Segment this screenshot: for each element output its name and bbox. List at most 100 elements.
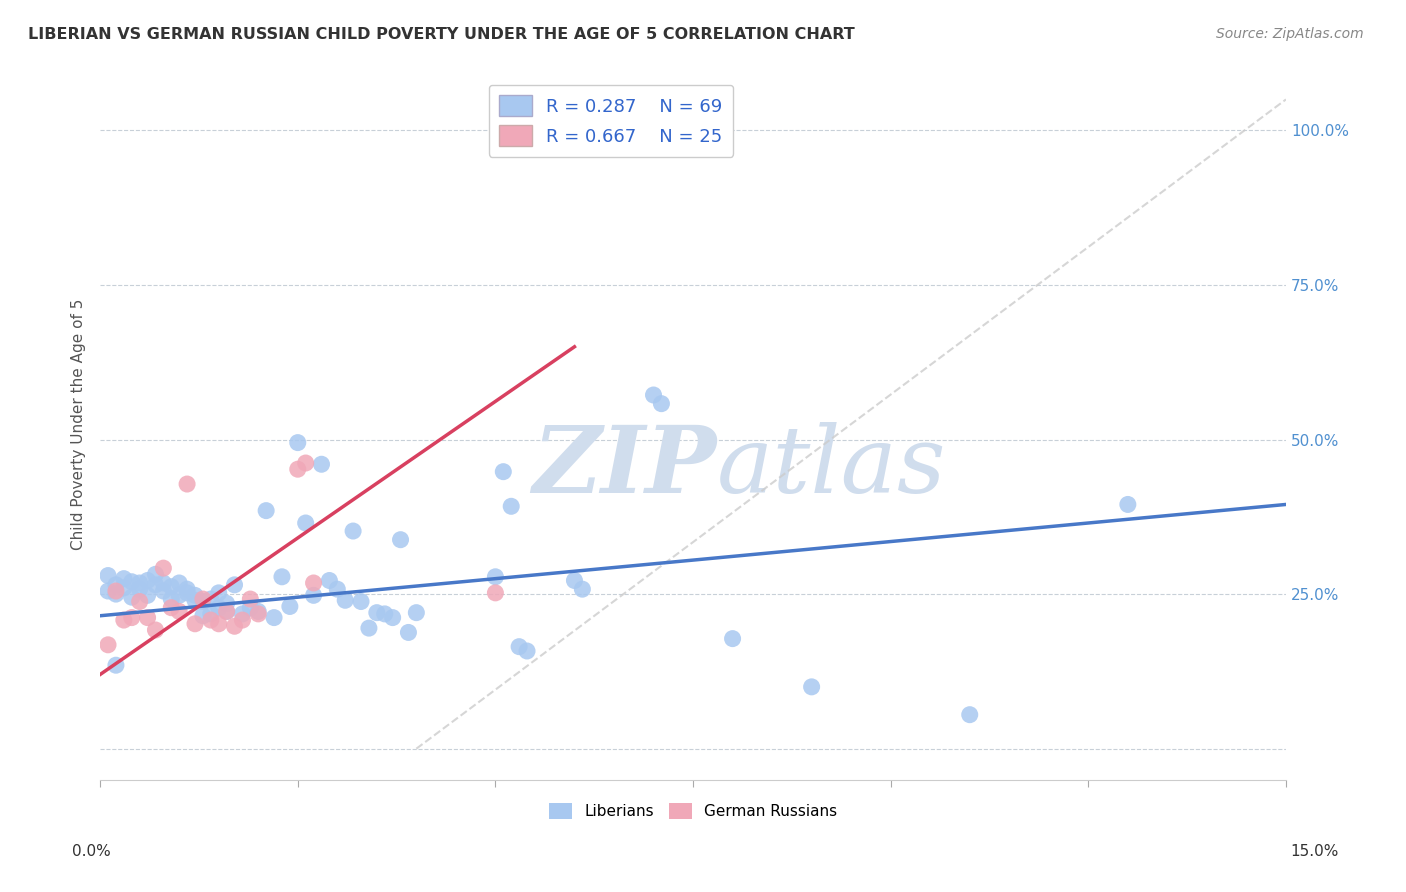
- Point: [191, 592, 214, 607]
- Point: [389, 533, 412, 547]
- Point: [254, 503, 277, 517]
- Text: LIBERIAN VS GERMAN RUSSIAN CHILD POVERTY UNDER THE AGE OF 5 CORRELATION CHART: LIBERIAN VS GERMAN RUSSIAN CHILD POVERTY…: [28, 27, 855, 42]
- Point: [104, 584, 127, 599]
- Point: [501, 500, 523, 514]
- Point: [176, 477, 198, 491]
- Point: [271, 570, 294, 584]
- Point: [311, 457, 333, 471]
- Point: [97, 568, 120, 582]
- Point: [215, 596, 238, 610]
- Point: [398, 625, 420, 640]
- Point: [523, 123, 546, 137]
- Point: [350, 594, 373, 608]
- Point: [191, 608, 214, 623]
- Y-axis label: Child Poverty Under the Age of 5: Child Poverty Under the Age of 5: [72, 299, 86, 549]
- Point: [191, 594, 214, 608]
- Point: [366, 606, 388, 620]
- Point: [643, 388, 665, 402]
- Point: [294, 516, 316, 530]
- Point: [121, 574, 143, 589]
- Point: [121, 591, 143, 605]
- Point: [145, 567, 167, 582]
- Point: [152, 584, 174, 599]
- Point: [121, 610, 143, 624]
- Point: [381, 610, 404, 624]
- Point: [128, 594, 150, 608]
- Point: [145, 623, 167, 637]
- Point: [104, 658, 127, 673]
- Point: [215, 604, 238, 618]
- Point: [342, 524, 364, 538]
- Point: [200, 613, 222, 627]
- Point: [374, 607, 396, 621]
- Point: [167, 576, 190, 591]
- Point: [112, 581, 135, 595]
- Point: [200, 607, 222, 621]
- Point: [1116, 498, 1139, 512]
- Point: [405, 606, 427, 620]
- Point: [160, 592, 183, 607]
- Point: [231, 613, 253, 627]
- Point: [357, 621, 380, 635]
- Point: [184, 588, 207, 602]
- Point: [104, 578, 127, 592]
- Point: [318, 574, 340, 588]
- Point: [650, 397, 672, 411]
- Point: [208, 586, 231, 600]
- Point: [136, 574, 159, 588]
- Legend: Liberians, German Russians: Liberians, German Russians: [543, 797, 844, 825]
- Point: [278, 599, 301, 614]
- Point: [176, 586, 198, 600]
- Point: [167, 588, 190, 602]
- Text: Source: ZipAtlas.com: Source: ZipAtlas.com: [1216, 27, 1364, 41]
- Point: [136, 610, 159, 624]
- Point: [224, 619, 246, 633]
- Point: [326, 582, 349, 596]
- Point: [508, 640, 530, 654]
- Point: [721, 632, 744, 646]
- Point: [97, 638, 120, 652]
- Point: [184, 593, 207, 607]
- Point: [152, 561, 174, 575]
- Point: [128, 576, 150, 591]
- Point: [112, 613, 135, 627]
- Point: [302, 576, 325, 591]
- Point: [302, 588, 325, 602]
- Point: [167, 604, 190, 618]
- Point: [208, 616, 231, 631]
- Point: [215, 604, 238, 618]
- Point: [97, 584, 120, 599]
- Point: [484, 586, 506, 600]
- Point: [184, 616, 207, 631]
- Point: [263, 610, 285, 624]
- Point: [231, 607, 253, 621]
- Point: [287, 435, 309, 450]
- Point: [516, 644, 538, 658]
- Point: [104, 587, 127, 601]
- Point: [160, 580, 183, 594]
- Point: [152, 576, 174, 591]
- Point: [571, 582, 593, 596]
- Text: ZIP: ZIP: [533, 422, 717, 512]
- Point: [247, 604, 270, 618]
- Point: [239, 600, 262, 615]
- Point: [128, 582, 150, 596]
- Point: [294, 456, 316, 470]
- Point: [239, 592, 262, 607]
- Point: [112, 572, 135, 586]
- Point: [176, 582, 198, 596]
- Point: [200, 592, 222, 607]
- Point: [208, 600, 231, 615]
- Point: [247, 607, 270, 621]
- Point: [492, 465, 515, 479]
- Point: [564, 574, 586, 588]
- Point: [800, 680, 823, 694]
- Point: [160, 600, 183, 615]
- Point: [959, 707, 981, 722]
- Point: [145, 578, 167, 592]
- Point: [287, 462, 309, 476]
- Point: [335, 593, 357, 607]
- Text: atlas: atlas: [717, 422, 946, 512]
- Point: [136, 588, 159, 602]
- Text: 15.0%: 15.0%: [1291, 845, 1339, 859]
